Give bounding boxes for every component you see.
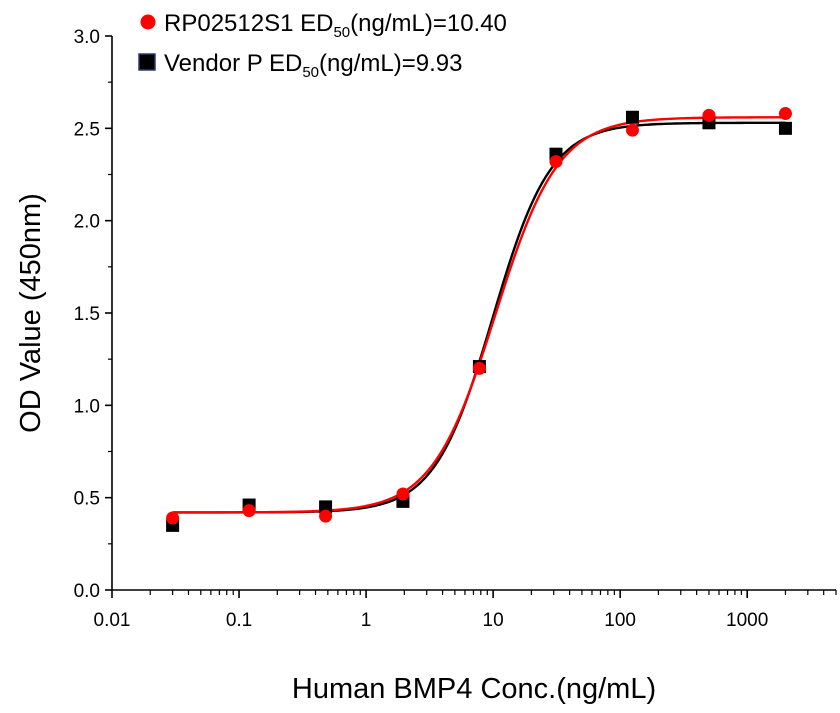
- point-rp02512s1: [778, 107, 792, 121]
- y-tick-label: 0.0: [74, 581, 100, 602]
- y-ticks: 0.0 0.5 1.0 1.5 2.0 2.5 3.0: [74, 27, 112, 602]
- legend-label-main: RP02512S1 ED: [164, 10, 333, 37]
- x-tick-label: 1000: [726, 610, 768, 631]
- fit-curve-rp02512s1: [172, 116, 786, 514]
- legend: RP02512S1 ED50(ng/mL)=10.40 Vendor P ED5…: [138, 10, 507, 81]
- x-tick-label: 10: [483, 610, 504, 631]
- point-rp02512s1: [549, 155, 563, 169]
- legend-label-sub: 50: [302, 64, 319, 81]
- x-axis-title: Human BMP4 Conc.(ng/mL): [292, 673, 656, 705]
- x-tick-label: 1: [361, 610, 372, 631]
- fit-curve-vendor-p: [172, 121, 786, 514]
- y-tick-label: 1.5: [74, 304, 100, 325]
- data-points: [166, 107, 792, 532]
- point-rp02512s1: [702, 108, 716, 122]
- y-tick-label: 2.0: [74, 212, 100, 233]
- x-tick-label: 0.01: [94, 610, 131, 631]
- x-ticks: 0.01 0.1 1 10 100 1000: [94, 590, 837, 631]
- y-tick-label: 3.0: [74, 27, 100, 48]
- point-rp02512s1: [396, 487, 410, 501]
- point-vendor-p: [319, 500, 333, 514]
- point-vendor-p: [625, 110, 639, 124]
- x-tick-label: 0.1: [226, 610, 252, 631]
- axes: [111, 36, 836, 591]
- point-rp02512s1: [242, 504, 256, 518]
- legend-label-vendor-p: Vendor P ED50(ng/mL)=9.93: [164, 50, 462, 81]
- y-tick-label: 0.5: [74, 489, 100, 510]
- point-rp02512s1: [166, 511, 180, 525]
- y-tick-label: 1.0: [74, 396, 100, 417]
- x-tick-label: 100: [604, 610, 636, 631]
- fit-curves: [172, 116, 786, 514]
- point-vendor-p: [778, 121, 792, 135]
- point-rp02512s1: [472, 361, 486, 375]
- y-axis-title: OD Value (450nm): [15, 193, 47, 433]
- legend-item-vendor-p: Vendor P ED50(ng/mL)=9.93: [138, 50, 462, 81]
- legend-marker-square: [138, 53, 156, 71]
- legend-label-tail: (ng/mL)=9.93: [319, 50, 462, 77]
- legend-label-tail: (ng/mL)=10.40: [350, 10, 507, 37]
- legend-item-rp02512s1: RP02512S1 ED50(ng/mL)=10.40: [140, 10, 507, 41]
- point-rp02512s1: [625, 123, 639, 137]
- legend-marker-circle: [140, 14, 156, 30]
- legend-label-sub: 50: [333, 24, 350, 41]
- legend-label-rp02512s1: RP02512S1 ED50(ng/mL)=10.40: [164, 10, 507, 41]
- y-tick-label: 2.5: [74, 119, 100, 140]
- point-rp02512s1: [319, 509, 333, 523]
- legend-label-main: Vendor P ED: [164, 50, 302, 77]
